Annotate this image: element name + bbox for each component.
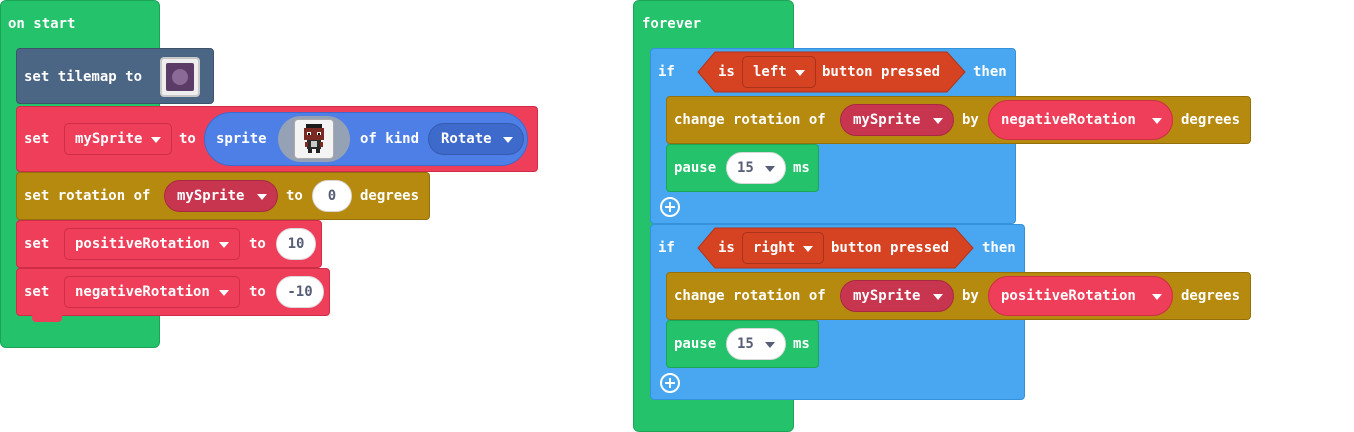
- block-notch: [32, 315, 62, 322]
- add-else-icon[interactable]: [660, 197, 680, 217]
- set-label: set: [24, 236, 50, 252]
- button-name: right: [753, 240, 796, 256]
- ms-label: ms: [793, 160, 810, 176]
- tilemap-thumbnail-icon: [166, 63, 194, 91]
- var-name: negativeRotation: [75, 284, 210, 300]
- var-name: mySprite: [75, 131, 143, 147]
- chevron-down-icon: [933, 294, 943, 300]
- amount-var-reporter[interactable]: positiveRotation: [988, 276, 1173, 316]
- sprite-thumbnail-icon: [294, 119, 334, 159]
- if-label: if: [658, 240, 675, 256]
- chevron-down-icon: [503, 137, 513, 143]
- rotation-value-input[interactable]: 0: [312, 180, 352, 212]
- set-rotation-to-label: to: [286, 188, 303, 204]
- negative-value-input[interactable]: -10: [276, 276, 324, 308]
- then-label: then: [973, 64, 1007, 80]
- set-tilemap-label: set tilemap to: [24, 69, 143, 85]
- by-label: by: [962, 112, 979, 128]
- positive-value-input[interactable]: 10: [276, 228, 316, 260]
- sprite-character-icon: [304, 124, 324, 153]
- var-name: positiveRotation: [75, 236, 210, 252]
- chevron-down-icon: [795, 70, 805, 76]
- sprite-var-reporter[interactable]: mySprite: [840, 280, 954, 312]
- var-dropdown-negative-rotation[interactable]: negativeRotation: [64, 276, 240, 308]
- set-label: set: [24, 284, 50, 300]
- pause-value: 15: [737, 336, 754, 352]
- degrees-label: degrees: [1181, 112, 1241, 128]
- degrees-label: degrees: [1181, 288, 1241, 304]
- sprite-image-picker[interactable]: [278, 116, 350, 162]
- if-label: if: [658, 64, 675, 80]
- forever-label: forever: [642, 16, 702, 32]
- chevron-down-icon: [151, 137, 161, 143]
- var-name: mySprite: [853, 288, 921, 304]
- set-rotation-label: set rotation of: [24, 188, 151, 204]
- to-label: to: [249, 284, 266, 300]
- change-rotation-label: change rotation of: [674, 112, 826, 128]
- pause-label: pause: [674, 160, 717, 176]
- tilemap-dot: [172, 69, 188, 85]
- chevron-down-icon: [933, 118, 943, 124]
- var-dropdown-positive-rotation[interactable]: positiveRotation: [64, 228, 240, 260]
- ms-label: ms: [793, 336, 810, 352]
- button-pressed-label: button pressed: [831, 240, 950, 256]
- to-label: to: [249, 236, 266, 252]
- set-sprite-set-label: set: [24, 131, 50, 147]
- is-label: is: [718, 240, 735, 256]
- chevron-down-icon: [219, 290, 229, 296]
- kind-dropdown[interactable]: Rotate: [428, 123, 524, 155]
- sprite-var-reporter[interactable]: mySprite: [164, 180, 278, 212]
- button-name: left: [753, 64, 787, 80]
- add-else-icon[interactable]: [660, 373, 680, 393]
- chevron-down-icon: [257, 194, 267, 200]
- of-kind-label: of kind: [360, 131, 420, 147]
- var-name: positiveRotation: [1001, 288, 1136, 304]
- pause-label: pause: [674, 336, 717, 352]
- chevron-down-icon: [765, 342, 775, 348]
- pause-ms-input[interactable]: 15: [726, 328, 786, 360]
- chevron-down-icon: [1152, 118, 1162, 124]
- by-label: by: [962, 288, 979, 304]
- button-pressed-label: button pressed: [822, 64, 941, 80]
- then-label: then: [982, 240, 1016, 256]
- chevron-down-icon: [765, 166, 775, 172]
- is-label: is: [718, 64, 735, 80]
- var-name: mySprite: [853, 112, 921, 128]
- degrees-label: degrees: [360, 188, 420, 204]
- button-dropdown-right[interactable]: right: [742, 232, 824, 264]
- change-rotation-label: change rotation of: [674, 288, 826, 304]
- set-sprite-to-label: to: [179, 131, 196, 147]
- chevron-down-icon: [803, 246, 813, 252]
- pause-ms-input[interactable]: 15: [726, 152, 786, 184]
- sprite-var-reporter[interactable]: mySprite: [840, 104, 954, 136]
- var-name: negativeRotation: [1001, 112, 1136, 128]
- kind-value: Rotate: [441, 131, 492, 147]
- button-dropdown-left[interactable]: left: [742, 56, 816, 88]
- tilemap-picker[interactable]: [160, 57, 200, 97]
- chevron-down-icon: [1152, 294, 1162, 300]
- var-dropdown-mysprite[interactable]: mySprite: [64, 123, 172, 155]
- sprite-label: sprite: [216, 131, 267, 147]
- pause-value: 15: [737, 160, 754, 176]
- amount-var-reporter[interactable]: negativeRotation: [988, 100, 1173, 140]
- on-start-label: on start: [8, 16, 76, 32]
- chevron-down-icon: [219, 242, 229, 248]
- var-name: mySprite: [177, 188, 245, 204]
